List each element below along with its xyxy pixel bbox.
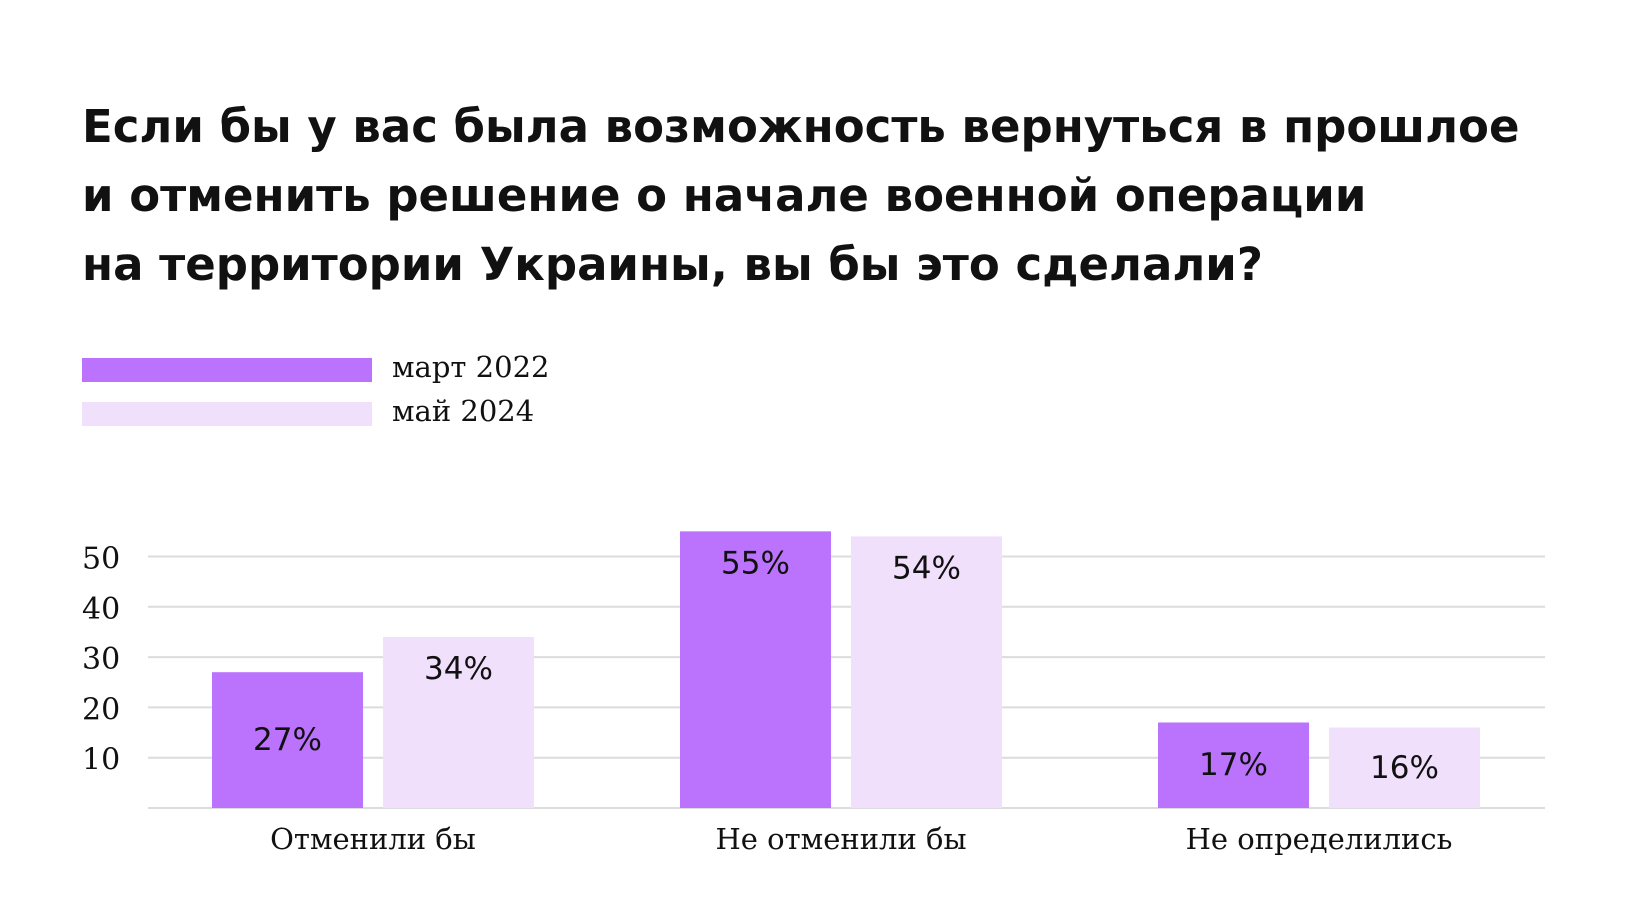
bar [1158, 722, 1309, 808]
bar [383, 636, 534, 808]
legend-swatch-may-2024 [82, 402, 372, 426]
chart-title-line: Если бы у вас была возможность вернуться… [82, 100, 1520, 153]
bar [851, 536, 1002, 808]
legend-item-march-2022: март 2022 [82, 350, 682, 406]
data-label: 55% [721, 545, 790, 581]
chart-title-line: на территории Украины, вы бы это сделали… [82, 238, 1263, 291]
bar [212, 672, 363, 808]
chart-title-line: и отменить решение о начале военной опер… [82, 169, 1367, 222]
legend-label-march-2022: март 2022 [392, 350, 550, 384]
y-tick-label: 20 [82, 692, 120, 727]
y-tick-label: 40 [82, 592, 120, 627]
data-label: 54% [892, 550, 961, 586]
y-tick-label: 10 [82, 743, 120, 778]
legend-swatch-march-2022 [82, 358, 372, 382]
data-label: 17% [1199, 747, 1268, 783]
x-tick-label: Отменили бы [270, 822, 476, 856]
legend-label-may-2024: май 2024 [392, 394, 535, 428]
x-tick-label: Не отменили бы [715, 822, 966, 856]
data-label: 16% [1370, 750, 1439, 786]
bar [1329, 727, 1480, 808]
y-tick-label: 50 [82, 542, 120, 577]
x-tick-label: Не определились [1186, 822, 1453, 856]
y-tick-label: 30 [82, 642, 120, 677]
data-label: 27% [253, 722, 322, 758]
data-label: 34% [424, 651, 493, 687]
legend-item-may-2024: май 2024 [82, 394, 682, 450]
bar [680, 531, 831, 808]
chart-title: Если бы у вас была возможность вернуться… [82, 92, 1582, 299]
